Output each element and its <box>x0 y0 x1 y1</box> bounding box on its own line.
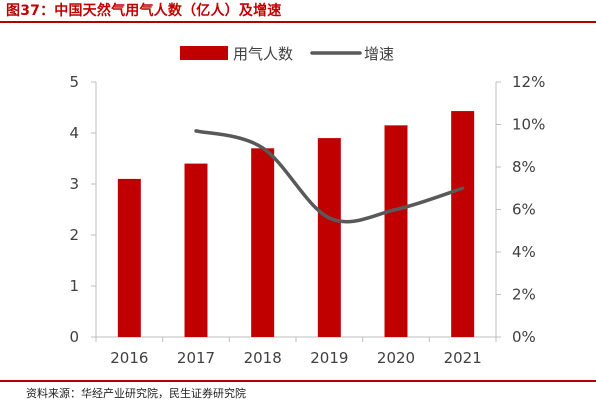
y-right-tick-label: 2% <box>512 286 536 304</box>
bar-2018 <box>251 148 275 337</box>
y-right-tick-label: 8% <box>512 158 536 176</box>
y-left-tick-label: 5 <box>69 73 79 91</box>
x-tick-label: 2018 <box>244 349 282 367</box>
bar-series <box>117 111 475 337</box>
x-tick-label: 2021 <box>444 349 482 367</box>
bar-2020 <box>384 125 408 337</box>
bar-2021 <box>451 111 475 337</box>
y-right-tick-label: 10% <box>512 116 545 134</box>
y-right-tick-label: 12% <box>512 73 545 91</box>
bar-2019 <box>317 138 341 337</box>
top-rule <box>0 21 596 23</box>
bar-2017 <box>184 163 208 337</box>
legend-label-bar: 用气人数 <box>233 45 293 63</box>
y-right-tick-label: 6% <box>512 201 536 219</box>
legend: 用气人数 增速 <box>180 45 394 63</box>
y-left-tick-label: 2 <box>69 226 79 244</box>
y-left-tick-label: 3 <box>69 175 79 193</box>
x-tick-label: 2020 <box>377 349 415 367</box>
figure-title: 图37：中国天然气用气人数（亿人）及增速 <box>6 3 282 19</box>
tick-labels: 0 1 2 3 4 5 0% 2% 4% 6% 8% 10% 12% 2016 2017 2018 2019 20… <box>69 73 545 367</box>
source-note: 资料来源：华经产业研究院，民生证券研究院 <box>26 387 246 400</box>
y-right-tick-label: 4% <box>512 243 536 261</box>
x-tick-label: 2016 <box>110 349 148 367</box>
legend-label-line: 增速 <box>364 45 394 63</box>
bottom-rule <box>0 380 596 382</box>
line-series <box>194 129 465 224</box>
x-tick-label: 2019 <box>310 349 348 367</box>
y-right-tick-label: 0% <box>512 328 536 346</box>
y-left-tick-label: 1 <box>69 277 79 295</box>
axes <box>91 81 501 342</box>
bar-2016 <box>117 178 141 337</box>
growth-line <box>194 129 465 224</box>
y-left-tick-label: 4 <box>69 124 79 142</box>
legend-swatch-bar <box>180 46 228 60</box>
x-tick-label: 2017 <box>177 349 215 367</box>
y-left-tick-label: 0 <box>69 328 79 346</box>
